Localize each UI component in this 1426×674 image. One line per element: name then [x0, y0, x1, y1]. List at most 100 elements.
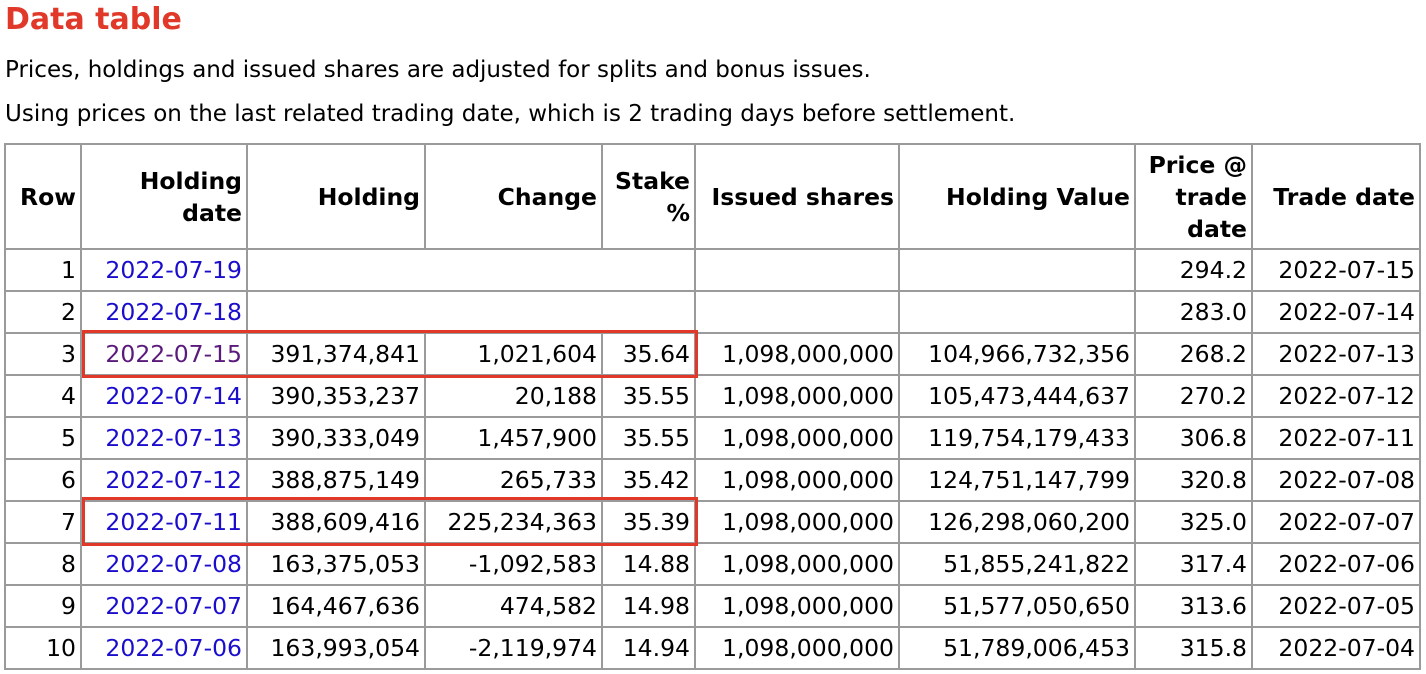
- row-number: 5: [4, 416, 82, 460]
- row-number: 10: [4, 626, 82, 670]
- empty-cell: [246, 290, 696, 334]
- row-number: 4: [4, 374, 82, 418]
- stake-cell: 14.88: [601, 542, 696, 586]
- change-cell: 20,188: [424, 374, 603, 418]
- stake-cell: 35.64: [601, 332, 696, 376]
- issued-cell: 1,098,000,000: [694, 542, 900, 586]
- holding-date-cell: 2022-07-08: [80, 542, 248, 586]
- holding-date-cell: 2022-07-06: [80, 626, 248, 670]
- table-row: 5 2022-07-13 390,333,049 1,457,900 35.55 1,09…: [4, 416, 1421, 460]
- stake-cell: 35.55: [601, 416, 696, 460]
- row-number: 8: [4, 542, 82, 586]
- column-header: Issued shares: [694, 143, 900, 250]
- column-header: Stake %: [601, 143, 696, 250]
- column-header: Row: [4, 143, 82, 250]
- column-header: Trade date: [1251, 143, 1421, 250]
- row-number: 1: [4, 248, 82, 292]
- holding-date-cell: 2022-07-11: [80, 500, 248, 544]
- table-row: 8 2022-07-08 163,375,053 -1,092,583 14.88 1,0…: [4, 542, 1421, 586]
- change-cell: 1,021,604: [424, 332, 603, 376]
- holding-date-link[interactable]: 2022-07-19: [105, 256, 242, 284]
- holding-date-cell: 2022-07-12: [80, 458, 248, 502]
- row-number: 3: [4, 332, 82, 376]
- holding-date-link[interactable]: 2022-07-13: [105, 424, 242, 452]
- trade-date-cell: 2022-07-05: [1251, 584, 1421, 628]
- column-header: Holding Value: [898, 143, 1136, 250]
- issued-cell: 1,098,000,000: [694, 500, 900, 544]
- data-table: Row Holding date Holding Change Stake % Issue…: [4, 143, 1421, 670]
- table-row: 3 2022-07-15 391,374,841 1,021,604 35.64 1,09…: [4, 332, 1421, 376]
- table-row: 6 2022-07-12 388,875,149 265,733 35.42 1,098,…: [4, 458, 1421, 502]
- trade-date-cell: 2022-07-06: [1251, 542, 1421, 586]
- price-cell: 325.0: [1134, 500, 1253, 544]
- holding-cell: 390,353,237: [246, 374, 426, 418]
- holding-date-link[interactable]: 2022-07-07: [105, 592, 242, 620]
- stake-cell: 35.42: [601, 458, 696, 502]
- issued-cell: 1,098,000,000: [694, 458, 900, 502]
- price-cell: 313.6: [1134, 584, 1253, 628]
- holding-date-link[interactable]: 2022-07-08: [105, 550, 242, 578]
- stake-cell: 35.39: [601, 500, 696, 544]
- holding-date-cell: 2022-07-07: [80, 584, 248, 628]
- holding-date-cell: 2022-07-19: [80, 248, 248, 292]
- note: Prices, holdings and issued shares are a…: [5, 57, 871, 83]
- value-cell: 105,473,444,637: [898, 374, 1136, 418]
- stake-cell: 14.98: [601, 584, 696, 628]
- stake-cell: 35.55: [601, 374, 696, 418]
- issued-cell: 1,098,000,000: [694, 416, 900, 460]
- holding-cell: 391,374,841: [246, 332, 426, 376]
- empty-cell: [694, 290, 900, 334]
- row-number: 9: [4, 584, 82, 628]
- change-cell: 225,234,363: [424, 500, 603, 544]
- price-cell: 268.2: [1134, 332, 1253, 376]
- change-cell: -1,092,583: [424, 542, 603, 586]
- column-header: Holding: [246, 143, 426, 250]
- change-cell: 1,457,900: [424, 416, 603, 460]
- row-number: 6: [4, 458, 82, 502]
- price-cell: 320.8: [1134, 458, 1253, 502]
- holding-cell: 390,333,049: [246, 416, 426, 460]
- value-cell: 51,577,050,650: [898, 584, 1136, 628]
- empty-cell: [694, 248, 900, 292]
- holding-cell: 388,875,149: [246, 458, 426, 502]
- value-cell: 51,789,006,453: [898, 626, 1136, 670]
- holding-date-cell: 2022-07-18: [80, 290, 248, 334]
- row-number: 2: [4, 290, 82, 334]
- empty-cell: [246, 248, 696, 292]
- issued-cell: 1,098,000,000: [694, 626, 900, 670]
- value-cell: 104,966,732,356: [898, 332, 1136, 376]
- value-cell: 126,298,060,200: [898, 500, 1136, 544]
- holding-date-link[interactable]: 2022-07-15: [105, 340, 242, 368]
- row-number: 7: [4, 500, 82, 544]
- holding-date-link[interactable]: 2022-07-12: [105, 466, 242, 494]
- column-header: Holding date: [80, 143, 248, 250]
- trade-date-cell: 2022-07-11: [1251, 416, 1421, 460]
- holding-date-cell: 2022-07-15: [80, 332, 248, 376]
- holding-date-link[interactable]: 2022-07-18: [105, 298, 242, 326]
- trade-date-cell: 2022-07-04: [1251, 626, 1421, 670]
- trade-date-cell: 2022-07-12: [1251, 374, 1421, 418]
- table-row: 4 2022-07-14 390,353,237 20,188 35.55 1,098,0…: [4, 374, 1421, 418]
- price-cell: 306.8: [1134, 416, 1253, 460]
- column-header: Change: [424, 143, 603, 250]
- holding-date-link[interactable]: 2022-07-14: [105, 382, 242, 410]
- empty-cell: [898, 248, 1136, 292]
- holding-cell: 163,375,053: [246, 542, 426, 586]
- note: Using prices on the last related trading…: [5, 101, 1016, 127]
- table-row: 9 2022-07-07 164,467,636 474,582 14.98 1,098,…: [4, 584, 1421, 628]
- value-cell: 124,751,147,799: [898, 458, 1136, 502]
- price-cell: 294.2: [1134, 248, 1253, 292]
- holding-cell: 163,993,054: [246, 626, 426, 670]
- issued-cell: 1,098,000,000: [694, 374, 900, 418]
- table-row: 1 2022-07-19 294.2 2022-07-15: [4, 248, 1421, 292]
- holding-date-link[interactable]: 2022-07-11: [105, 508, 242, 536]
- holding-date-cell: 2022-07-13: [80, 416, 248, 460]
- holding-cell: 388,609,416: [246, 500, 426, 544]
- price-cell: 270.2: [1134, 374, 1253, 418]
- holding-date-link[interactable]: 2022-07-06: [105, 634, 242, 662]
- price-cell: 283.0: [1134, 290, 1253, 334]
- trade-date-cell: 2022-07-07: [1251, 500, 1421, 544]
- price-cell: 317.4: [1134, 542, 1253, 586]
- trade-date-cell: 2022-07-13: [1251, 332, 1421, 376]
- change-cell: 265,733: [424, 458, 603, 502]
